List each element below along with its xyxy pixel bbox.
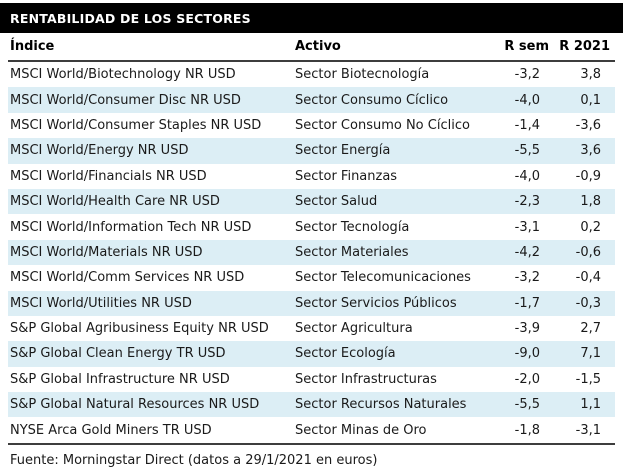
- indice-cell: S&P Global Clean Energy TR USD: [10, 346, 226, 362]
- activo-cell: Sector Consumo No Cíclico: [295, 117, 470, 133]
- table-row: MSCI World/Financials NR USD Sector Finan…: [8, 164, 615, 189]
- r-2021-cell: 7,1: [580, 346, 601, 362]
- activo-cell: Sector Energía: [295, 143, 391, 159]
- table-row: MSCI World/Consumer Disc NR USD Sector Co…: [8, 87, 615, 113]
- indice-cell: MSCI World/Consumer Disc NR USD: [10, 92, 241, 108]
- report-title: RENTABILIDAD DE LOS SECTORES: [10, 10, 251, 26]
- r-sem-cell: -3,9: [514, 321, 540, 337]
- table-body: MSCI World/Biotechnology NR USD Sector Bi…: [8, 61, 615, 444]
- table-header: Índice Activo R sem R 2021: [8, 33, 615, 62]
- r-sem-cell: -2,0: [514, 371, 540, 387]
- activo-cell: Sector Salud: [295, 194, 378, 210]
- r-2021-cell: 1,8: [580, 194, 601, 210]
- indice-cell: S&P Global Infrastructure NR USD: [10, 371, 230, 387]
- indice-cell: NYSE Arca Gold Miners TR USD: [10, 422, 212, 438]
- activo-cell: Sector Tecnología: [295, 219, 410, 235]
- activo-cell: Sector Finanzas: [295, 168, 398, 184]
- indice-cell: MSCI World/Comm Services NR USD: [10, 270, 245, 286]
- col-header-activo: Activo: [293, 33, 478, 62]
- source-note: Fuente: Morningstar Direct (datos a 29/1…: [10, 452, 378, 468]
- activo-cell: Sector Servicios Públicos: [295, 295, 457, 311]
- r-sem-cell: -9,0: [514, 346, 540, 362]
- table-row: MSCI World/Consumer Staples NR USD Sector…: [8, 113, 615, 138]
- r-2021-cell: -3,1: [575, 422, 601, 438]
- activo-cell: Sector Infrastructuras: [295, 371, 437, 387]
- indice-cell: MSCI World/Utilities NR USD: [10, 295, 192, 311]
- r-sem-cell: -2,3: [514, 194, 540, 210]
- r-sem-cell: -3,2: [514, 67, 540, 83]
- table-row: S&P Global Clean Energy TR USD Sector Eco…: [8, 341, 615, 367]
- indice-cell: MSCI World/Health Care NR USD: [10, 194, 220, 210]
- r-2021-cell: 0,1: [580, 92, 601, 108]
- indice-cell: S&P Global Agribusiness Equity NR USD: [10, 321, 269, 337]
- activo-cell: Sector Consumo Cíclico: [295, 92, 449, 108]
- table-row: MSCI World/Information Tech NR USD Sector…: [8, 214, 615, 239]
- table-row: MSCI World/Biotechnology NR USD Sector Bi…: [8, 61, 615, 87]
- table-row: MSCI World/Comm Services NR USD Sector Te…: [8, 265, 615, 290]
- r-2021-cell: -0,9: [575, 168, 601, 184]
- col-header-indice: Índice: [8, 33, 293, 62]
- activo-cell: Sector Telecomunicaciones: [295, 270, 471, 286]
- activo-cell: Sector Minas de Oro: [295, 422, 427, 438]
- r-sem-cell: -4,0: [514, 168, 540, 184]
- report-title-bar: RENTABILIDAD DE LOS SECTORES: [0, 3, 623, 33]
- table-row: S&P Global Natural Resources NR USD Secto…: [8, 392, 615, 418]
- r-sem-cell: -5,5: [514, 397, 540, 413]
- r-sem-cell: -4,0: [514, 92, 540, 108]
- table-container: Índice Activo R sem R 2021 MSCI World/Bi…: [0, 33, 623, 445]
- col-header-r-2021: R 2021: [550, 33, 615, 62]
- col-header-r-sem: R sem: [478, 33, 550, 62]
- indice-cell: S&P Global Natural Resources NR USD: [10, 397, 260, 413]
- r-sem-cell: -3,1: [514, 219, 540, 235]
- r-2021-cell: -0,6: [575, 244, 601, 260]
- r-2021-cell: 0,2: [580, 219, 601, 235]
- table-row: S&P Global Agribusiness Equity NR USD Sec…: [8, 316, 615, 341]
- indice-cell: MSCI World/Biotechnology NR USD: [10, 67, 236, 83]
- r-sem-cell: -1,7: [514, 295, 540, 311]
- r-2021-cell: -0,3: [575, 295, 601, 311]
- table-row: MSCI World/Utilities NR USD Sector Servic…: [8, 290, 615, 316]
- r-sem-cell: -1,4: [514, 117, 540, 133]
- r-2021-cell: -0,4: [575, 270, 601, 286]
- table-row: MSCI World/Energy NR USD Sector Energía -5…: [8, 138, 615, 164]
- indice-cell: MSCI World/Energy NR USD: [10, 143, 189, 159]
- table-row: S&P Global Infrastructure NR USD Sector I…: [8, 367, 615, 392]
- r-sem-cell: -5,5: [514, 143, 540, 159]
- activo-cell: Sector Agricultura: [295, 321, 413, 337]
- indice-cell: MSCI World/Information Tech NR USD: [10, 219, 252, 235]
- r-2021-cell: 3,6: [580, 143, 601, 159]
- r-2021-cell: 1,1: [580, 397, 601, 413]
- sector-returns-table: Índice Activo R sem R 2021 MSCI World/Bi…: [8, 33, 615, 445]
- table-row: NYSE Arca Gold Miners TR USD Sector Minas…: [8, 417, 615, 443]
- activo-cell: Sector Biotecnología: [295, 67, 430, 83]
- r-2021-cell: 2,7: [580, 321, 601, 337]
- activo-cell: Sector Materiales: [295, 244, 409, 260]
- r-2021-cell: 3,8: [580, 67, 601, 83]
- table-row: MSCI World/Health Care NR USD Sector Salu…: [8, 188, 615, 215]
- r-2021-cell: -1,5: [575, 371, 601, 387]
- activo-cell: Sector Ecología: [295, 346, 396, 362]
- indice-cell: MSCI World/Financials NR USD: [10, 168, 207, 184]
- r-2021-cell: -3,6: [575, 117, 601, 133]
- r-sem-cell: -4,2: [514, 244, 540, 260]
- header-row: Índice Activo R sem R 2021: [8, 33, 615, 62]
- indice-cell: MSCI World/Materials NR USD: [10, 244, 203, 260]
- indice-cell: MSCI World/Consumer Staples NR USD: [10, 117, 262, 133]
- activo-cell: Sector Recursos Naturales: [295, 397, 467, 413]
- table-row: MSCI World/Materials NR USD Sector Materi…: [8, 239, 615, 266]
- r-sem-cell: -1,8: [514, 422, 540, 438]
- r-sem-cell: -3,2: [514, 270, 540, 286]
